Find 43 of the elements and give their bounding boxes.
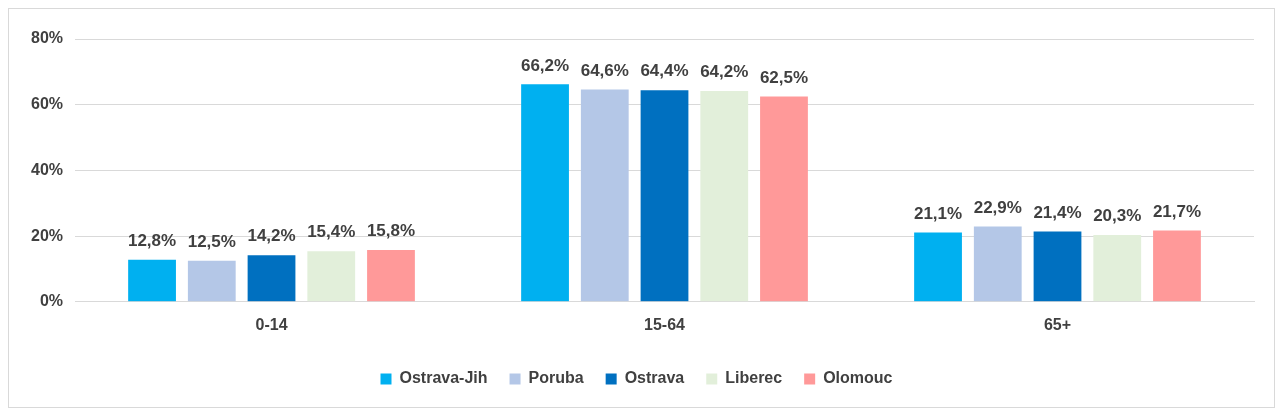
data-label: 62,5% — [759, 67, 809, 87]
y-tick-label: 20% — [30, 226, 64, 244]
bar — [640, 90, 689, 302]
bar — [1093, 235, 1142, 302]
legend-label: Poruba — [528, 369, 584, 387]
data-label: 66,2% — [520, 55, 570, 75]
data-label: 21,7% — [1152, 201, 1202, 221]
data-label: 21,1% — [913, 203, 963, 223]
bar — [973, 226, 1022, 302]
x-tick-label: 65+ — [1043, 315, 1072, 333]
data-label: 12,5% — [187, 231, 236, 251]
legend-label: Ostrava — [624, 369, 685, 387]
legend-label: Olomouc — [823, 369, 893, 387]
bar — [307, 251, 356, 302]
data-label: 64,6% — [580, 60, 629, 80]
data-label: 20,3% — [1093, 206, 1142, 226]
bar — [247, 255, 296, 302]
bar — [760, 96, 808, 302]
data-label: 21,4% — [1033, 202, 1082, 222]
bar — [700, 90, 749, 302]
x-tick-label: 0-14 — [255, 315, 288, 333]
bar — [1153, 230, 1201, 302]
bar — [187, 260, 236, 302]
legend-label: Ostrava-Jih — [399, 369, 488, 387]
data-label: 12,8% — [127, 230, 177, 250]
bar — [521, 84, 569, 302]
data-label: 14,2% — [247, 226, 296, 246]
data-label: 64,2% — [700, 62, 749, 82]
legend-label: Liberec — [725, 369, 783, 387]
bar — [1033, 231, 1082, 302]
x-tick-label: 15-64 — [644, 315, 686, 333]
data-label: 15,8% — [366, 221, 416, 241]
bar — [128, 259, 176, 302]
data-label: 64,4% — [640, 61, 689, 81]
y-tick-label: 60% — [30, 95, 64, 113]
y-tick-label: 80% — [30, 29, 64, 47]
y-tick-label: 0% — [39, 292, 64, 310]
y-tick-label: 40% — [30, 160, 64, 178]
data-label: 15,4% — [307, 222, 356, 242]
bar — [580, 89, 629, 302]
bar — [914, 232, 962, 302]
data-label: 22,9% — [973, 197, 1022, 217]
bar — [367, 249, 415, 302]
